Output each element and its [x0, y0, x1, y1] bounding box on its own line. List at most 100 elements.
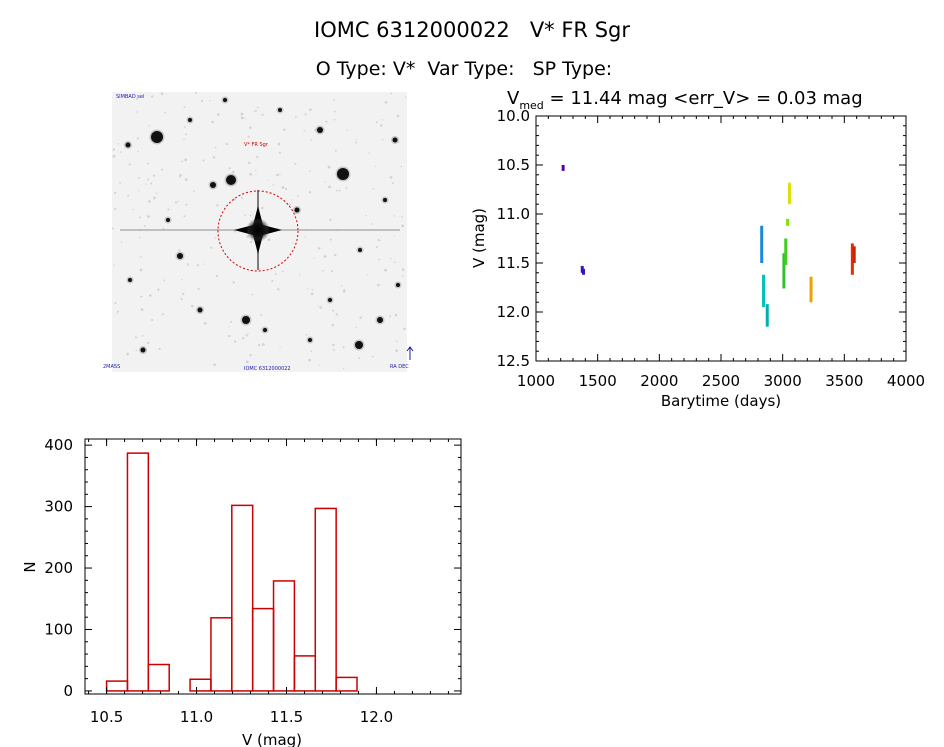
sky-noise-dot	[139, 268, 143, 272]
sky-noise-dot	[135, 349, 138, 352]
sky-noise-dot	[304, 113, 307, 116]
sky-noise-dot	[240, 112, 244, 116]
sky-noise-dot	[333, 99, 335, 101]
sky-noise-dot	[180, 160, 183, 163]
light-curve-title: Vmed = 11.44 mag <err_V> = 0.03 mag	[507, 88, 863, 112]
sky-noise-dot	[182, 292, 185, 295]
sky-noise-dot	[249, 126, 252, 130]
light-curve-ytick-label: 11.5	[497, 254, 530, 272]
sky-noise-dot	[288, 203, 291, 206]
sky-noise-dot	[319, 364, 321, 366]
sky-noise-dot	[380, 124, 383, 127]
sky-noise-dot	[331, 309, 334, 312]
sky-noise-dot	[330, 269, 334, 273]
star	[242, 316, 250, 324]
light-curve-ytick-label: 12.5	[497, 352, 530, 370]
sky-noise-dot	[333, 118, 336, 121]
sky-noise-dot	[390, 257, 392, 260]
sky-noise-dot	[113, 191, 117, 195]
sky-noise-dot	[137, 176, 140, 179]
sky-noise-dot	[310, 350, 313, 353]
sky-noise-dot	[333, 110, 336, 113]
sky-noise-dot	[137, 150, 139, 153]
sky-noise-dot	[308, 191, 312, 194]
histogram-bar	[126, 452, 150, 692]
sky-label-top-left: SIMBAD sel	[116, 94, 144, 100]
sky-noise-dot	[180, 297, 183, 300]
sky-noise-dot	[283, 128, 286, 131]
sky-noise-dot	[338, 189, 341, 192]
sky-noise-dot	[343, 367, 345, 370]
light-curve-frame	[535, 115, 907, 362]
sky-noise-dot	[119, 182, 121, 184]
sky-noise-dot	[291, 199, 293, 201]
histogram-bar	[210, 617, 233, 692]
star	[125, 142, 131, 148]
sky-noise-dot	[325, 120, 328, 123]
histogram-ytick-label: 300	[44, 498, 73, 516]
histogram-bar	[105, 680, 129, 692]
sky-noise-dot	[384, 101, 388, 104]
sky-noise-dot	[162, 227, 165, 230]
sky-noise-dot	[138, 190, 140, 192]
page-title: IOMC 6312000022 V* FR Sgr	[314, 18, 630, 42]
sky-noise-dot	[160, 92, 164, 96]
star	[355, 341, 363, 349]
sky-noise-dot	[202, 159, 205, 162]
star	[210, 182, 216, 188]
sky-noise-dot	[342, 346, 345, 349]
sky-noise-dot	[138, 216, 141, 219]
sky-noise-dot	[179, 174, 182, 177]
sky-label-bottom-center: IOMC 6312000022	[244, 366, 291, 372]
sky-noise-dot	[312, 288, 314, 291]
light-curve-xlabel: Barytime (days)	[661, 392, 781, 410]
sky-noise-dot	[274, 273, 277, 276]
histogram-bar	[231, 504, 254, 692]
star-field	[124, 96, 402, 354]
sky-noise-dot	[317, 305, 320, 307]
histogram-frame	[84, 438, 462, 695]
sky-noise-dot	[393, 235, 395, 237]
sky-noise-dot	[117, 142, 120, 145]
light-curve-points	[561, 165, 856, 327]
star	[197, 307, 203, 313]
sky-noise-dot	[391, 182, 394, 185]
sky-noise-dot	[335, 313, 338, 316]
sky-noise-dot	[203, 321, 207, 325]
sky-noise-dot	[281, 186, 285, 189]
star	[383, 198, 387, 202]
sky-noise-dot	[267, 238, 271, 242]
sky-noise-dot	[112, 154, 116, 158]
sky-image: SIMBAD sel V* FR Sgr IOMC 6312000022 2MA…	[103, 92, 414, 372]
sky-noise-dot	[401, 224, 405, 228]
sky-noise-dot	[375, 121, 378, 124]
sky-noise-dot	[183, 215, 186, 218]
title-subscript: med	[519, 99, 543, 112]
histogram-bar	[272, 580, 296, 692]
sky-noise-dot	[128, 163, 131, 166]
star	[128, 278, 132, 282]
sky-noise-dot	[136, 111, 139, 113]
sky-noise-dot	[249, 172, 253, 176]
histogram-ticks: 10.5 11.0 11.5 12.0 0 100 200 300 400	[44, 436, 461, 726]
sky-noise-dot	[183, 138, 185, 140]
light-curve-ytick-label: 11.0	[497, 205, 530, 223]
histogram-ytick-label: 0	[63, 682, 73, 700]
histogram-xtick-label: 10.5	[90, 708, 123, 726]
light-curve-xtick-label: 3000	[764, 372, 802, 390]
sky-noise-dot	[196, 264, 199, 267]
histogram-xtick-label: 12.0	[360, 708, 393, 726]
sky-noise-dot	[153, 196, 156, 200]
sky-noise-dot	[233, 198, 236, 201]
sky-noise-dot	[213, 363, 216, 366]
sky-noise-dot	[355, 141, 358, 144]
sky-noise-dot	[112, 148, 115, 151]
sky-noise-dot	[241, 337, 245, 340]
sky-noise-dot	[184, 178, 188, 181]
sky-label-bottom-left: 2MASS	[103, 364, 120, 370]
sky-noise-dot	[155, 192, 158, 194]
sky-noise-dot	[253, 110, 256, 113]
sky-noise-dot	[404, 96, 407, 98]
sky-noise-dot	[292, 242, 294, 244]
